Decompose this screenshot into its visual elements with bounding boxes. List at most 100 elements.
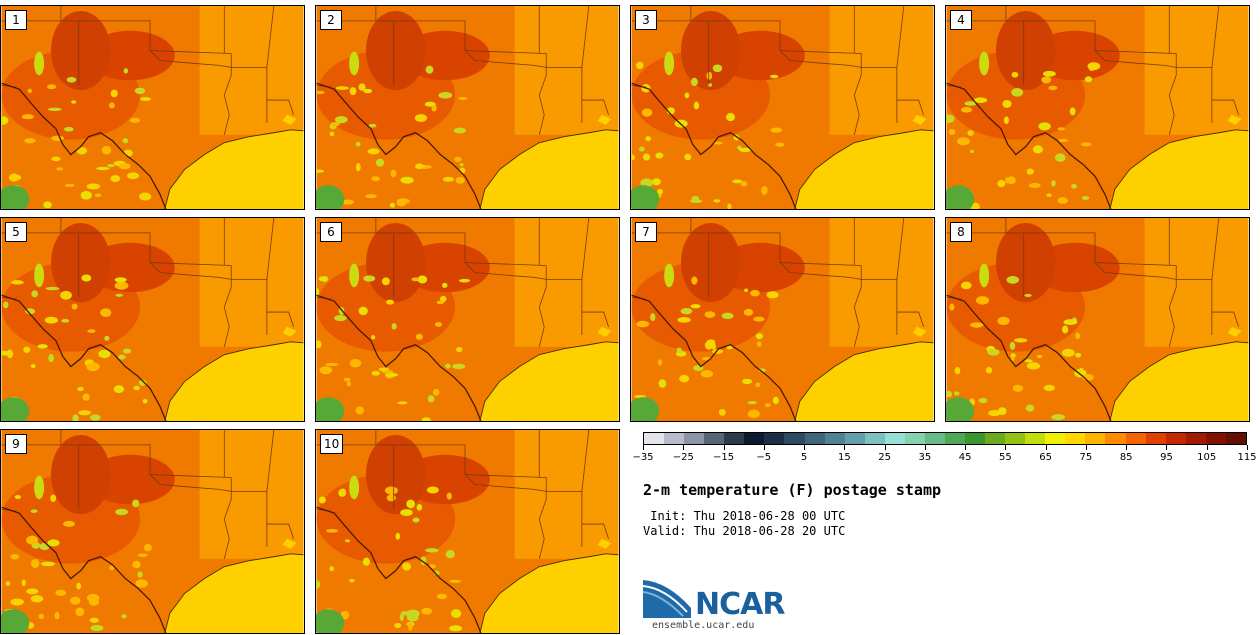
temperature-map [316,430,619,633]
warm-patch [381,277,390,286]
warm-patch [998,407,1007,415]
warm-patch [425,65,434,74]
state-boundary [464,50,547,68]
gulf-water [164,553,304,633]
warm-patch [27,88,32,94]
valid-time: Valid: Thu 2018-06-28 20 UTC [643,524,846,538]
warm-patch [108,102,115,109]
warm-patch [82,393,90,401]
warm-patch [1,350,11,356]
colorbar-tick-mark [965,445,967,450]
colorbar-tick-label: 85 [1119,452,1133,463]
state-boundary [896,6,905,68]
warm-patch [400,611,412,616]
warm-patch [318,496,326,504]
temperature-map [316,6,619,209]
state-boundary [538,477,547,559]
warm-patch [132,499,140,508]
warm-patch [107,163,115,168]
colorbar-tick-mark [1085,445,1087,450]
state-boundary [223,53,232,135]
warm-patch [732,179,742,184]
state-boundary [1168,265,1177,347]
warm-patch [114,281,129,290]
lake-water [282,326,297,337]
colorbar-tick-mark [643,445,644,450]
warm-patch [766,291,779,299]
warm-patch [118,354,126,360]
warm-patch [1011,87,1024,97]
warm-patch [394,622,402,629]
warm-patch [355,163,361,172]
warm-patch [436,300,445,305]
coastline [479,341,619,421]
colorbar-swatch [884,433,905,444]
warm-patch [658,379,667,388]
warm-patch [452,363,466,370]
warm-patch [142,398,148,404]
state-boundary [266,430,275,492]
warm-patch [343,377,351,382]
hot-region [51,10,111,91]
warm-patch [121,614,127,619]
cool-patch [946,185,975,209]
coastline [479,553,619,633]
cool-patch [631,185,660,209]
warm-patch [747,409,760,419]
warm-patch [636,61,644,70]
warm-patch [639,146,645,152]
warm-patch [960,281,972,290]
warm-patch [55,589,67,596]
colorbar-swatch [644,433,665,444]
warm-patch [442,176,455,182]
warm-patch [41,561,55,567]
lake-water [597,114,612,125]
state-boundary [581,99,609,116]
warm-region [199,430,304,559]
warm-patch [127,172,140,180]
warm-patch [718,409,726,416]
gulf-water [1109,129,1249,209]
warm-patch [713,199,721,203]
warm-patch [693,101,700,110]
warm-patch [1051,180,1056,187]
colorbar-tick-mark [924,445,926,450]
coastline [1109,341,1249,421]
cool-patch [316,609,345,633]
colorbar-swatch [944,433,965,444]
state-boundary [1023,232,1177,266]
country-border [1,294,167,421]
warm-patch [38,613,44,620]
warm-patch [319,366,333,375]
colorbar [643,432,1247,445]
warm-patch [775,142,785,147]
colorbar-swatch [1065,433,1086,444]
warm-patch [61,318,70,323]
warm-patch [969,149,974,153]
warm-patch [395,532,401,540]
colorbar-swatch [664,433,685,444]
warm-patch [371,335,376,340]
warm-patch [458,97,468,100]
warm-patch [5,581,11,586]
warm-patch [445,363,451,369]
warm-patch [706,339,716,345]
warm-patch [1057,127,1065,131]
warm-patch [334,116,348,124]
warm-patch [10,280,24,285]
warm-patch [640,178,653,188]
warm-patch [455,176,465,184]
warm-patch [1081,142,1092,147]
hot-region [366,222,426,303]
warm-patch [1024,359,1033,363]
state-boundary [78,20,232,54]
colorbar-tick-label: 115 [1237,452,1257,463]
colorbar-swatch [1145,433,1166,444]
warm-patch [1061,348,1075,357]
warm-patch [51,135,64,141]
warm-patch [456,346,463,353]
state-boundary [896,99,924,116]
warm-patch [973,97,988,103]
warm-patch [355,141,361,147]
warm-patch [655,152,664,159]
